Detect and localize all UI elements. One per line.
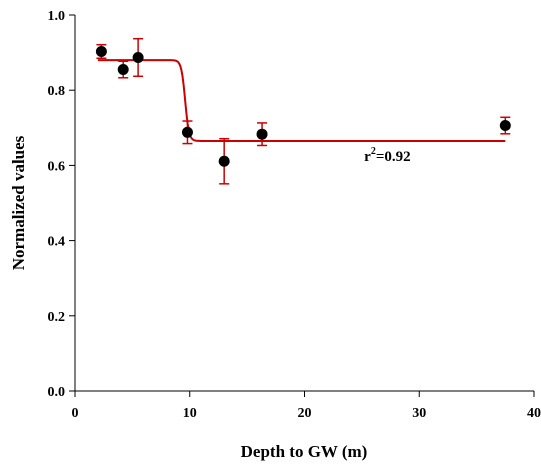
data-point	[256, 128, 268, 140]
y-tick-label: 0.8	[48, 84, 66, 99]
data-point	[95, 45, 107, 57]
r-squared-annotation: r2=0.92	[364, 146, 410, 165]
r-squared-base: r	[364, 149, 371, 165]
data-point	[499, 120, 511, 132]
r-squared-value: =0.92	[376, 149, 411, 165]
y-tick-label: 0.6	[48, 159, 66, 174]
data-point	[181, 126, 193, 138]
y-tick-label: 0.0	[48, 385, 66, 400]
x-tick-label: 40	[527, 406, 541, 421]
fit-curve	[97, 59, 506, 142]
data-point	[132, 51, 144, 63]
x-tick-label: 10	[183, 406, 197, 421]
y-tick-label: 0.2	[48, 310, 66, 325]
y-tick-label: 1.0	[48, 9, 66, 24]
r-squared-superscript: 2	[371, 146, 376, 157]
data-point	[117, 64, 129, 76]
y-axis-title: Normalized values	[9, 135, 28, 270]
fit-curve-group	[97, 59, 506, 142]
data-point	[218, 155, 230, 167]
data-points-group	[95, 45, 511, 167]
x-axis: 0 10 20 30 40	[72, 390, 541, 421]
y-axis: 0.0 0.2 0.4 0.6 0.8 1.0	[48, 9, 76, 400]
x-tick-label: 30	[412, 406, 426, 421]
x-tick-label: 20	[298, 406, 312, 421]
x-tick-label: 0	[72, 406, 79, 421]
x-axis-title: Depth to GW (m)	[241, 442, 368, 461]
y-tick-label: 0.4	[48, 235, 66, 250]
